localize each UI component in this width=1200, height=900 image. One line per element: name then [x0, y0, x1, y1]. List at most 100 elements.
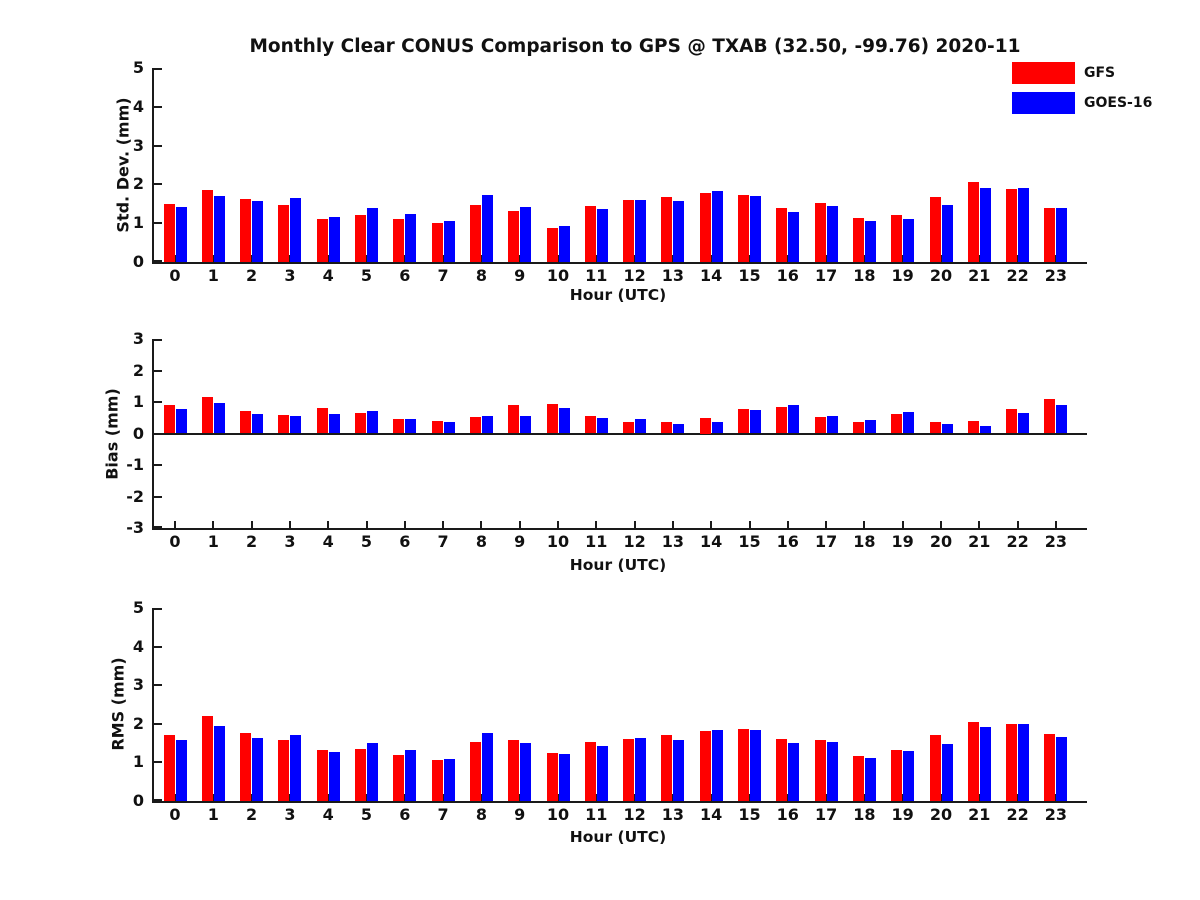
- bar-gfs-hour-10: [546, 753, 558, 801]
- bar-goes16-hour-5: [367, 742, 378, 801]
- bar-gfs-hour-7: [431, 759, 443, 801]
- bar-gfs-hour-5: [355, 412, 366, 434]
- bar-goes16-hour-13: [673, 740, 685, 801]
- bar-goes16-hour-17: [826, 415, 838, 434]
- x-tick-label: 21: [968, 266, 991, 285]
- y-tick-mark: [154, 761, 162, 764]
- bar-gfs-hour-13: [661, 421, 673, 434]
- x-tick-label: 3: [284, 266, 296, 285]
- x-tick-mark: [557, 521, 559, 528]
- x-tick-label: 2: [246, 266, 258, 285]
- y-tick-label: 5: [132, 598, 144, 617]
- bar-goes16-hour-6: [405, 419, 417, 434]
- x-tick-mark: [1016, 794, 1019, 801]
- y-tick-mark: [154, 68, 162, 70]
- bar-goes16-hour-18: [864, 757, 876, 801]
- bar-goes16-hour-21: [979, 425, 991, 434]
- x-tick-mark: [365, 255, 368, 262]
- x-tick-mark: [174, 255, 176, 262]
- x-tick-mark: [595, 255, 598, 262]
- x-tick-label: 14: [700, 266, 723, 285]
- x-tick-mark: [518, 794, 521, 801]
- bar-goes16-hour-16: [788, 211, 800, 262]
- x-tick-mark: [748, 521, 751, 528]
- x-tick-label: 6: [399, 805, 411, 824]
- y-tick-mark: [154, 799, 162, 801]
- x-tick-mark: [901, 521, 904, 528]
- x-tick-label: 1: [207, 805, 219, 824]
- x-tick-mark: [480, 794, 483, 801]
- x-tick-mark: [365, 521, 368, 528]
- bar-goes16-hour-0: [175, 740, 187, 801]
- rms-x-axis-label: Hour (UTC): [569, 828, 667, 846]
- bar-gfs-hour-11: [584, 205, 596, 262]
- y-tick-mark: [154, 401, 162, 403]
- bar-gfs-hour-11: [584, 741, 596, 801]
- x-tick-mark: [786, 521, 789, 528]
- x-tick-label: 17: [814, 805, 838, 824]
- x-tick-label: 13: [661, 266, 685, 285]
- bar-gfs-hour-5: [355, 214, 366, 262]
- bar-goes16-hour-23: [1056, 736, 1068, 801]
- bar-goes16-hour-10: [558, 225, 570, 262]
- x-tick-label: 16: [776, 805, 799, 824]
- bar-gfs-hour-2: [240, 732, 252, 801]
- bar-gfs-hour-16: [776, 738, 788, 801]
- x-tick-label: 10: [546, 805, 570, 824]
- x-tick-label: 6: [399, 532, 411, 551]
- bar-gfs-hour-20: [929, 197, 941, 262]
- bar-gfs-hour-12: [623, 421, 635, 434]
- bar-goes16-hour-13: [673, 201, 685, 262]
- x-tick-mark: [442, 794, 445, 801]
- y-tick-mark: [154, 369, 162, 372]
- bar-goes16-hour-23: [1056, 404, 1068, 434]
- bar-gfs-hour-8: [469, 417, 481, 434]
- y-tick-mark: [154, 645, 162, 648]
- bar-goes16-hour-19: [903, 750, 915, 801]
- bar-goes16-hour-14: [711, 190, 723, 262]
- y-tick-mark: [154, 684, 162, 687]
- legend-item-goes16: GOES-16: [1012, 92, 1152, 114]
- x-tick-mark: [825, 255, 828, 262]
- bar-goes16-hour-6: [405, 750, 417, 801]
- bar-gfs-hour-2: [240, 198, 252, 262]
- x-tick-label: 0: [169, 266, 181, 285]
- bar-goes16-hour-4: [328, 414, 340, 434]
- x-tick-label: 10: [546, 266, 570, 285]
- bar-gfs-hour-9: [508, 210, 520, 262]
- y-tick-label: 1: [132, 213, 144, 233]
- bar-gfs-hour-17: [814, 417, 826, 434]
- x-tick-mark: [174, 794, 176, 801]
- gfs-color-swatch: [1012, 62, 1075, 84]
- y-tick-mark: [154, 144, 162, 147]
- y-tick-mark: [154, 339, 162, 341]
- bar-goes16-hour-1: [213, 402, 225, 434]
- x-tick-mark: [633, 521, 636, 528]
- zero-baseline: [154, 432, 1087, 435]
- bar-goes16-hour-9: [520, 743, 532, 801]
- bar-gfs-hour-6: [393, 219, 405, 262]
- x-tick-label: 13: [661, 532, 685, 551]
- y-tick-mark: [154, 183, 162, 186]
- bar-gfs-hour-14: [699, 192, 711, 262]
- bar-gfs-hour-22: [1006, 723, 1018, 801]
- rms-plot-area: 0 1 2 3 4 5 0 1 2 3 4 5 6 7 8 9 10 11 12 13 14 15 16 17 18 19 20 21…: [133, 599, 1087, 824]
- x-tick-mark: [557, 255, 559, 262]
- x-tick-mark: [250, 255, 253, 262]
- x-tick-label: 19: [891, 805, 914, 824]
- bar-goes16-hour-6: [405, 213, 417, 262]
- x-tick-label: 11: [585, 805, 608, 824]
- bar-gfs-hour-5: [355, 748, 366, 801]
- x-tick-mark: [978, 521, 981, 528]
- bar-gfs-hour-0: [163, 404, 175, 434]
- x-tick-mark: [863, 794, 866, 801]
- x-tick-label: 5: [360, 805, 373, 824]
- bar-goes16-hour-2: [252, 413, 264, 434]
- bar-goes16-hour-10: [558, 407, 570, 434]
- bar-goes16-hour-4: [328, 217, 340, 262]
- x-tick-label: 13: [661, 805, 685, 824]
- x-tick-mark: [633, 255, 636, 262]
- bar-gfs-hour-2: [240, 411, 252, 434]
- y-tick-label: 1: [132, 752, 144, 772]
- y-tick-mark: [154, 495, 162, 498]
